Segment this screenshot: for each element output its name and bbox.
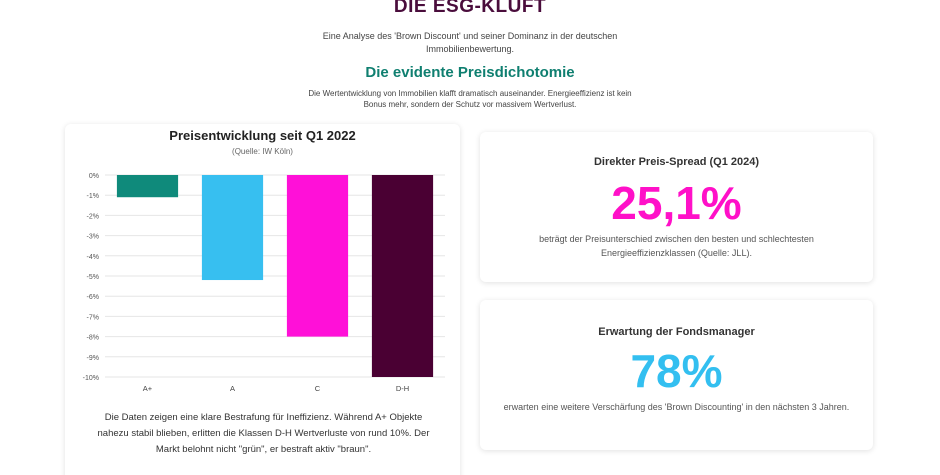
bar-chart: 0% -1% -2% -3% -4% -5% -6% -7% -8% -9% -10% A+ A C D-H [83,173,445,393]
bar [286,175,349,337]
y-tick-label: -2% [87,213,99,220]
y-tick-label: -10% [83,375,99,382]
stat-value: 25,1% [611,177,742,229]
y-tick-label: -7% [87,314,99,321]
chart-card: Preisentwicklung seit Q1 2022 (Quelle: I… [65,124,460,475]
stat-label: Direkter Preis-Spread (Q1 2024) [593,156,760,168]
stat-description: beträgt der Preisunterschied zwischen de… [539,234,814,258]
y-tick-label: -3% [87,234,99,241]
chart-source: (Quelle: IW Köln) [232,147,293,156]
page-subtitle: Eine Analyse des 'Brown Discount' und se… [322,31,618,54]
x-tick-label: D-H [396,384,409,393]
section-title: Die evidente Preisdichotomie [365,64,575,81]
y-tick-label: -4% [87,254,99,261]
x-tick-label: A+ [143,384,153,393]
stat-value: 78% [630,345,723,397]
section-description: Die Wertentwicklung von Immobilien klaff… [308,89,632,109]
stat-description: erwarten eine weitere Verschärfung des '… [503,402,850,412]
x-tick-label: A [230,384,235,393]
chart-explanation: Die Daten zeigen eine klare Bestrafung f… [97,412,430,455]
stat-label: Erwartung der Fondsmanager [598,326,755,338]
bar [371,175,434,377]
bar [201,175,264,281]
x-tick-label: C [315,384,321,393]
stat-card-fund-managers: Erwartung der Fondsmanager 78% erwarten … [480,300,873,450]
y-tick-label: -1% [87,193,99,200]
y-tick-label: 0% [89,173,99,180]
y-tick-label: -8% [87,335,99,342]
y-tick-label: -9% [87,355,99,362]
page-title: DIE ESG-KLUFT [393,0,547,17]
y-tick-label: -6% [87,294,99,301]
chart-title: Preisentwicklung seit Q1 2022 [169,128,356,143]
stat-card-price-spread: Direkter Preis-Spread (Q1 2024) 25,1% be… [480,132,873,282]
bar [116,175,179,198]
y-tick-label: -5% [87,274,99,281]
